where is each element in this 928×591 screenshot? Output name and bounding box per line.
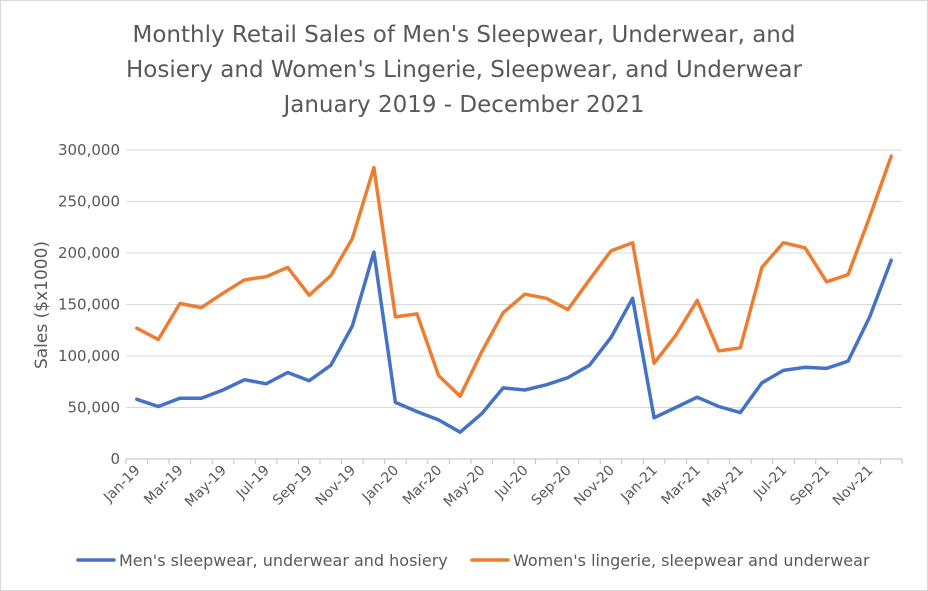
- y-tick-label: 0: [110, 450, 120, 468]
- x-tick-label: Jul-19: [233, 463, 273, 503]
- x-tick-label: May-20: [441, 463, 489, 511]
- legend: Men's sleepwear, underwear and hosiery Wo…: [76, 551, 870, 570]
- legend-label: Men's sleepwear, underwear and hosiery: [119, 551, 448, 570]
- y-tick-label: 50,000: [68, 399, 121, 417]
- x-tick-label: Nov-21: [830, 463, 877, 510]
- x-tick-label: Mar-20: [400, 463, 446, 509]
- y-tick-label: 100,000: [58, 347, 120, 365]
- x-tick-label: Sep-21: [787, 463, 833, 509]
- chart-title-line-3: January 2019 - December 2021: [283, 92, 645, 118]
- x-tick-label: May-21: [699, 463, 747, 511]
- y-tick-label: 200,000: [58, 244, 120, 262]
- y-axis: 0 50,000 100,000 150,000 200,000 250,000 300,0…: [58, 141, 120, 468]
- y-axis-label: Sales ($x1000): [32, 241, 52, 369]
- x-tick-label: Jan-20: [359, 463, 402, 506]
- series-line-1: [135, 250, 893, 434]
- x-tick-label: Mar-19: [141, 463, 187, 509]
- x-tick-label: Sep-19: [270, 463, 316, 509]
- x-tick-label: Nov-19: [313, 463, 360, 510]
- x-tick-label: Jul-20: [491, 463, 531, 503]
- x-tick-label: Jan-21: [617, 463, 660, 506]
- chart-title-line-2: Hosiery and Women's Lingerie, Sleepwear,…: [126, 57, 802, 83]
- gridlines: [126, 149, 902, 408]
- x-tick-label: Sep-20: [529, 463, 575, 509]
- chart-title-line-1: Monthly Retail Sales of Men's Sleepwear,…: [132, 22, 796, 48]
- y-tick-label: 300,000: [58, 141, 120, 159]
- x-tick-label: May-19: [182, 463, 230, 511]
- y-tick-label: 150,000: [58, 296, 120, 314]
- series-lines: [135, 154, 893, 434]
- x-tick-label: Nov-20: [571, 463, 618, 510]
- x-tick-label: Mar-21: [659, 463, 705, 509]
- legend-label: Women's lingerie, sleepwear and underwea…: [513, 551, 870, 570]
- x-tick-label: Jan-19: [100, 463, 143, 506]
- y-tick-label: 250,000: [58, 193, 120, 211]
- x-tick-label: Jul-21: [750, 463, 790, 503]
- series-line-2: [135, 154, 893, 398]
